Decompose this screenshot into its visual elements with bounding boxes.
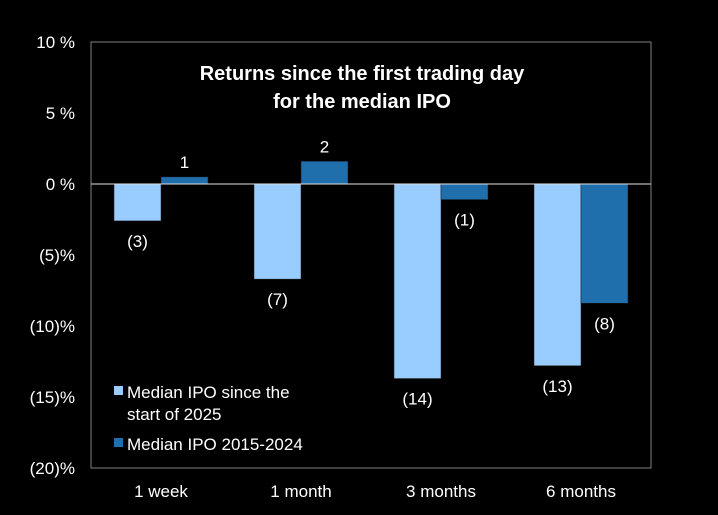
data-label: (1): [454, 211, 475, 230]
legend: Median IPO since the start of 2025 Media…: [114, 383, 303, 454]
data-label: 1: [180, 153, 189, 172]
y-tick-label: (10)%: [30, 317, 75, 336]
data-label: (13): [542, 377, 572, 396]
bars-group: [113, 161, 629, 379]
bar-since-2025: [253, 183, 302, 280]
x-category-label: 1 week: [134, 482, 188, 501]
data-labels: (3) 1 (7) 2 (14) (1) (13) (8): [127, 137, 615, 408]
bar-since-2025: [533, 183, 582, 367]
legend-swatch-since-2025: [114, 386, 123, 395]
x-category-label: 1 month: [270, 482, 331, 501]
y-axis-ticks: 10 % 5 % 0 % (5)% (10)% (15)% (20)%: [30, 33, 75, 478]
data-label: (8): [594, 314, 615, 333]
bar-2015-2024: [580, 183, 629, 304]
bar-2015-2024: [440, 183, 489, 200]
y-tick-label: 5 %: [46, 104, 75, 123]
legend-swatch-2015-2024: [114, 438, 123, 447]
data-label: (14): [402, 390, 432, 409]
bar-2015-2024: [300, 161, 349, 185]
chart-title-line-2: for the median IPO: [273, 91, 451, 113]
x-category-label: 6 months: [546, 482, 616, 501]
legend-label-since-2025-line-2: start of 2025: [127, 405, 222, 424]
x-category-label: 3 months: [406, 482, 476, 501]
data-label: (3): [127, 232, 148, 251]
y-tick-label: (5)%: [39, 246, 75, 265]
plot-area-border: [90, 41, 652, 469]
bar-2015-2024: [160, 176, 209, 185]
y-tick-label: (20)%: [30, 459, 75, 478]
y-tick-label: 10 %: [36, 33, 75, 52]
y-tick-label: (15)%: [30, 388, 75, 407]
data-label: (7): [267, 290, 288, 309]
legend-label-2015-2024: Median IPO 2015-2024: [127, 435, 303, 454]
legend-label-since-2025-line-1: Median IPO since the: [127, 383, 290, 402]
y-tick-label: 0 %: [46, 175, 75, 194]
bar-since-2025: [393, 183, 442, 379]
chart-title-line-1: Returns since the first trading day: [200, 63, 525, 85]
data-label: 2: [320, 137, 329, 156]
x-axis-categories: 1 week 1 month 3 months 6 months: [134, 482, 616, 501]
bar-since-2025: [113, 183, 162, 222]
